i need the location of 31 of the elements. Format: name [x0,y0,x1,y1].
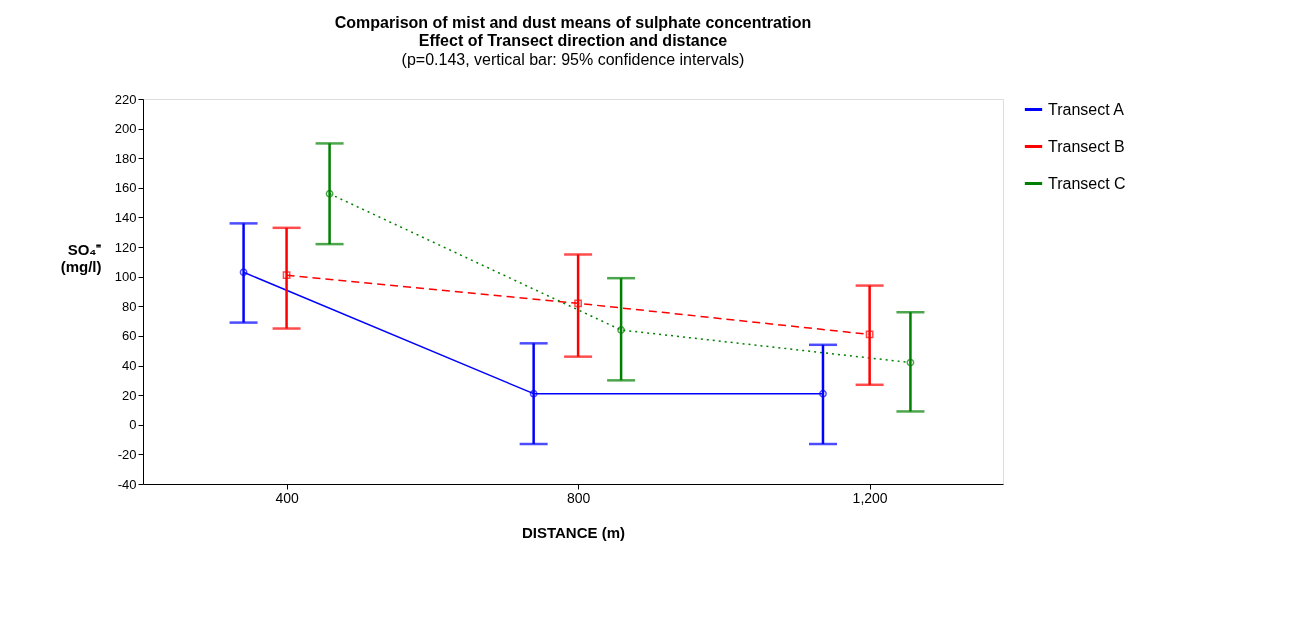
x-tick-label: 400 [275,489,299,506]
legend-label: Transect C [1048,174,1126,192]
x-tick-label: 800 [566,489,591,506]
legend-label: Transect B [1048,137,1125,155]
point [282,271,291,280]
y-tick-label: -20 [117,446,137,462]
point [325,189,334,198]
y-tick-label: 20 [122,387,137,403]
x-axis-title: DISTANCE (m) [521,523,626,541]
y-tick-label: 80 [122,298,137,314]
y-tick-label: 100 [114,269,137,285]
chart-subtitle: (p=0.143, vertical bar: 95% confidence intervals) [401,51,745,68]
y-tick-label: 60 [122,328,137,344]
y-tick-label: 180 [114,150,137,166]
y-tick-label: 40 [122,358,137,374]
y-tick-label: 160 [114,180,137,196]
point [617,326,626,334]
point [529,389,538,398]
chart-title: Comparison of mist and dust means of sulphate concentration Effect of Transect direction and distance [334,14,812,49]
y-tick-label: 0 [129,417,137,433]
y-axis-title: SO₄⁼ (mg/l) [60,240,102,275]
y-tick-label: 140 [114,209,137,225]
y-tick-label: 200 [114,121,137,137]
legend-label: Transect A [1048,100,1125,118]
y-tick-label: 120 [114,239,137,255]
point [574,299,583,308]
point [906,358,915,367]
point [865,330,874,339]
y-tick-label: -40 [117,476,137,492]
y-tick-label: 220 [114,91,137,107]
x-tick-label: 1,200 [852,489,888,506]
